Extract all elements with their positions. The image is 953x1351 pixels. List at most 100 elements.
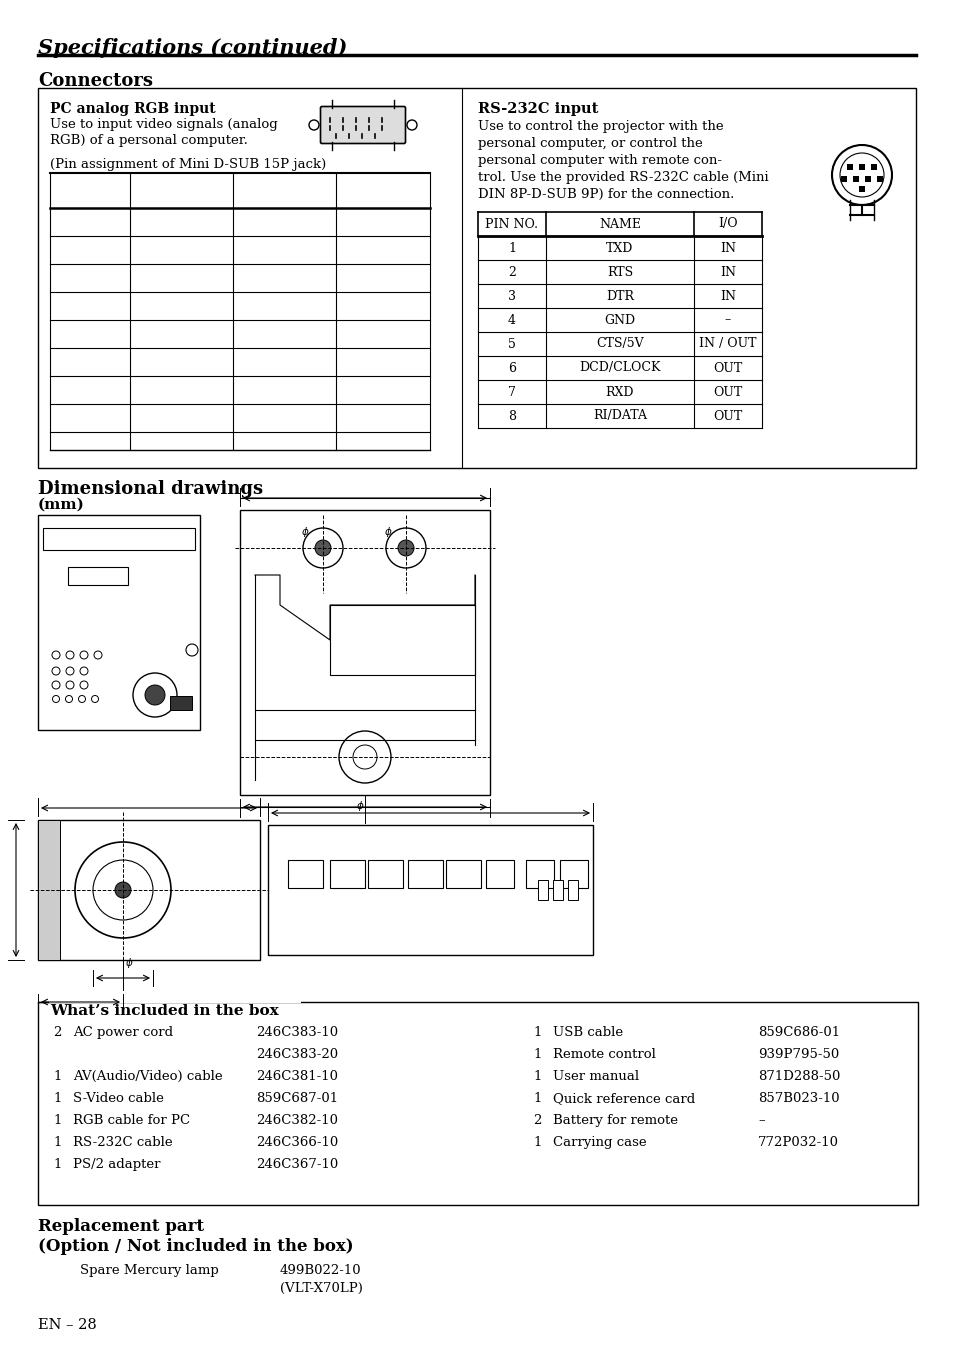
Bar xyxy=(858,186,864,192)
Circle shape xyxy=(397,540,414,557)
Text: IN: IN xyxy=(720,266,735,278)
Text: personal computer, or control the: personal computer, or control the xyxy=(477,136,702,150)
Text: IN / OUT: IN / OUT xyxy=(699,338,756,350)
Text: 246C381-10: 246C381-10 xyxy=(255,1070,337,1084)
Text: $\phi$: $\phi$ xyxy=(355,798,364,813)
Text: Remote control: Remote control xyxy=(553,1048,655,1061)
Bar xyxy=(567,880,578,900)
Text: IN: IN xyxy=(720,289,735,303)
Text: OUT: OUT xyxy=(713,409,741,423)
Text: RXD: RXD xyxy=(605,385,634,399)
Text: 2: 2 xyxy=(508,266,516,278)
Text: 1: 1 xyxy=(53,1158,61,1171)
Text: I/O: I/O xyxy=(718,218,737,231)
Text: OUT: OUT xyxy=(713,362,741,374)
Text: 3: 3 xyxy=(507,289,516,303)
Text: 772P032-10: 772P032-10 xyxy=(758,1136,838,1148)
Text: RGB) of a personal computer.: RGB) of a personal computer. xyxy=(50,134,248,147)
Bar xyxy=(268,825,593,955)
Text: EN – 28: EN – 28 xyxy=(38,1319,96,1332)
Text: S-Video cable: S-Video cable xyxy=(73,1092,164,1105)
Text: IN: IN xyxy=(720,242,735,254)
Text: 8: 8 xyxy=(507,409,516,423)
Text: 871D288-50: 871D288-50 xyxy=(758,1070,840,1084)
Text: 1: 1 xyxy=(53,1115,61,1127)
Text: 1: 1 xyxy=(533,1025,540,1039)
Text: 1: 1 xyxy=(533,1048,540,1061)
Text: personal computer with remote con-: personal computer with remote con- xyxy=(477,154,721,168)
Bar xyxy=(170,696,192,711)
Text: 246C367-10: 246C367-10 xyxy=(255,1158,338,1171)
Text: trol. Use the provided RS-232C cable (Mini: trol. Use the provided RS-232C cable (Mi… xyxy=(477,172,768,184)
Bar xyxy=(330,861,365,888)
Circle shape xyxy=(314,540,331,557)
Text: 859C687-01: 859C687-01 xyxy=(255,1092,337,1105)
Text: GND: GND xyxy=(604,313,635,327)
Text: Use to input video signals (analog: Use to input video signals (analog xyxy=(50,118,277,131)
Text: 939P795-50: 939P795-50 xyxy=(758,1048,839,1061)
Text: NAME: NAME xyxy=(598,218,640,231)
Text: Spare Mercury lamp: Spare Mercury lamp xyxy=(80,1265,218,1277)
Text: 246C366-10: 246C366-10 xyxy=(255,1136,338,1148)
Text: Quick reference card: Quick reference card xyxy=(553,1092,695,1105)
Bar xyxy=(38,820,60,961)
Text: (VLT-X70LP): (VLT-X70LP) xyxy=(280,1282,362,1296)
Bar xyxy=(288,861,323,888)
Text: (mm): (mm) xyxy=(38,499,85,512)
Text: Use to control the projector with the: Use to control the projector with the xyxy=(477,120,723,132)
Text: Specifications (continued): Specifications (continued) xyxy=(38,38,347,58)
Bar xyxy=(46,988,301,1002)
Bar xyxy=(852,176,858,182)
Circle shape xyxy=(145,685,165,705)
Bar xyxy=(68,567,128,585)
Text: 859C686-01: 859C686-01 xyxy=(758,1025,840,1039)
Text: Carrying case: Carrying case xyxy=(553,1136,646,1148)
Text: 1: 1 xyxy=(507,242,516,254)
Text: USB cable: USB cable xyxy=(553,1025,622,1039)
Bar xyxy=(864,176,870,182)
Bar xyxy=(38,515,200,730)
Text: 499B022-10: 499B022-10 xyxy=(280,1265,361,1277)
Text: RS-232C input: RS-232C input xyxy=(477,101,598,116)
Text: CTS/5V: CTS/5V xyxy=(596,338,643,350)
Text: TXD: TXD xyxy=(606,242,633,254)
Text: Connectors: Connectors xyxy=(38,72,152,91)
Bar xyxy=(38,1002,917,1205)
Text: 7: 7 xyxy=(508,385,516,399)
Bar xyxy=(408,861,442,888)
Text: DTR: DTR xyxy=(605,289,634,303)
Bar xyxy=(240,509,490,794)
Text: AC power cord: AC power cord xyxy=(73,1025,172,1039)
Bar xyxy=(43,528,194,550)
Text: Dimensional drawings: Dimensional drawings xyxy=(38,480,263,499)
Bar xyxy=(330,605,475,676)
Text: (Option / Not included in the box): (Option / Not included in the box) xyxy=(38,1238,354,1255)
Bar xyxy=(537,880,547,900)
Text: 5: 5 xyxy=(508,338,516,350)
Text: Battery for remote: Battery for remote xyxy=(553,1115,678,1127)
Text: OUT: OUT xyxy=(713,385,741,399)
Text: RI/DATA: RI/DATA xyxy=(593,409,646,423)
Bar xyxy=(485,861,514,888)
Text: 2: 2 xyxy=(53,1025,61,1039)
Bar xyxy=(553,880,562,900)
Bar xyxy=(846,163,852,170)
Text: 2: 2 xyxy=(533,1115,540,1127)
Text: 1: 1 xyxy=(533,1092,540,1105)
Text: 6: 6 xyxy=(507,362,516,374)
Text: RS-232C cable: RS-232C cable xyxy=(73,1136,172,1148)
Text: 1: 1 xyxy=(53,1070,61,1084)
Text: DCD/CLOCK: DCD/CLOCK xyxy=(578,362,660,374)
Text: –: – xyxy=(758,1115,763,1127)
Text: $\phi$: $\phi$ xyxy=(300,526,309,539)
Text: $\phi$: $\phi$ xyxy=(383,526,392,539)
FancyBboxPatch shape xyxy=(320,107,405,143)
Text: RGB cable for PC: RGB cable for PC xyxy=(73,1115,190,1127)
Text: 1: 1 xyxy=(53,1092,61,1105)
Bar xyxy=(559,861,587,888)
Text: (Pin assignment of Mini D-SUB 15P jack): (Pin assignment of Mini D-SUB 15P jack) xyxy=(50,158,326,172)
Text: AV(Audio/Video) cable: AV(Audio/Video) cable xyxy=(73,1070,222,1084)
Text: What’s included in the box: What’s included in the box xyxy=(50,1004,278,1019)
Text: 1: 1 xyxy=(53,1136,61,1148)
Text: User manual: User manual xyxy=(553,1070,639,1084)
